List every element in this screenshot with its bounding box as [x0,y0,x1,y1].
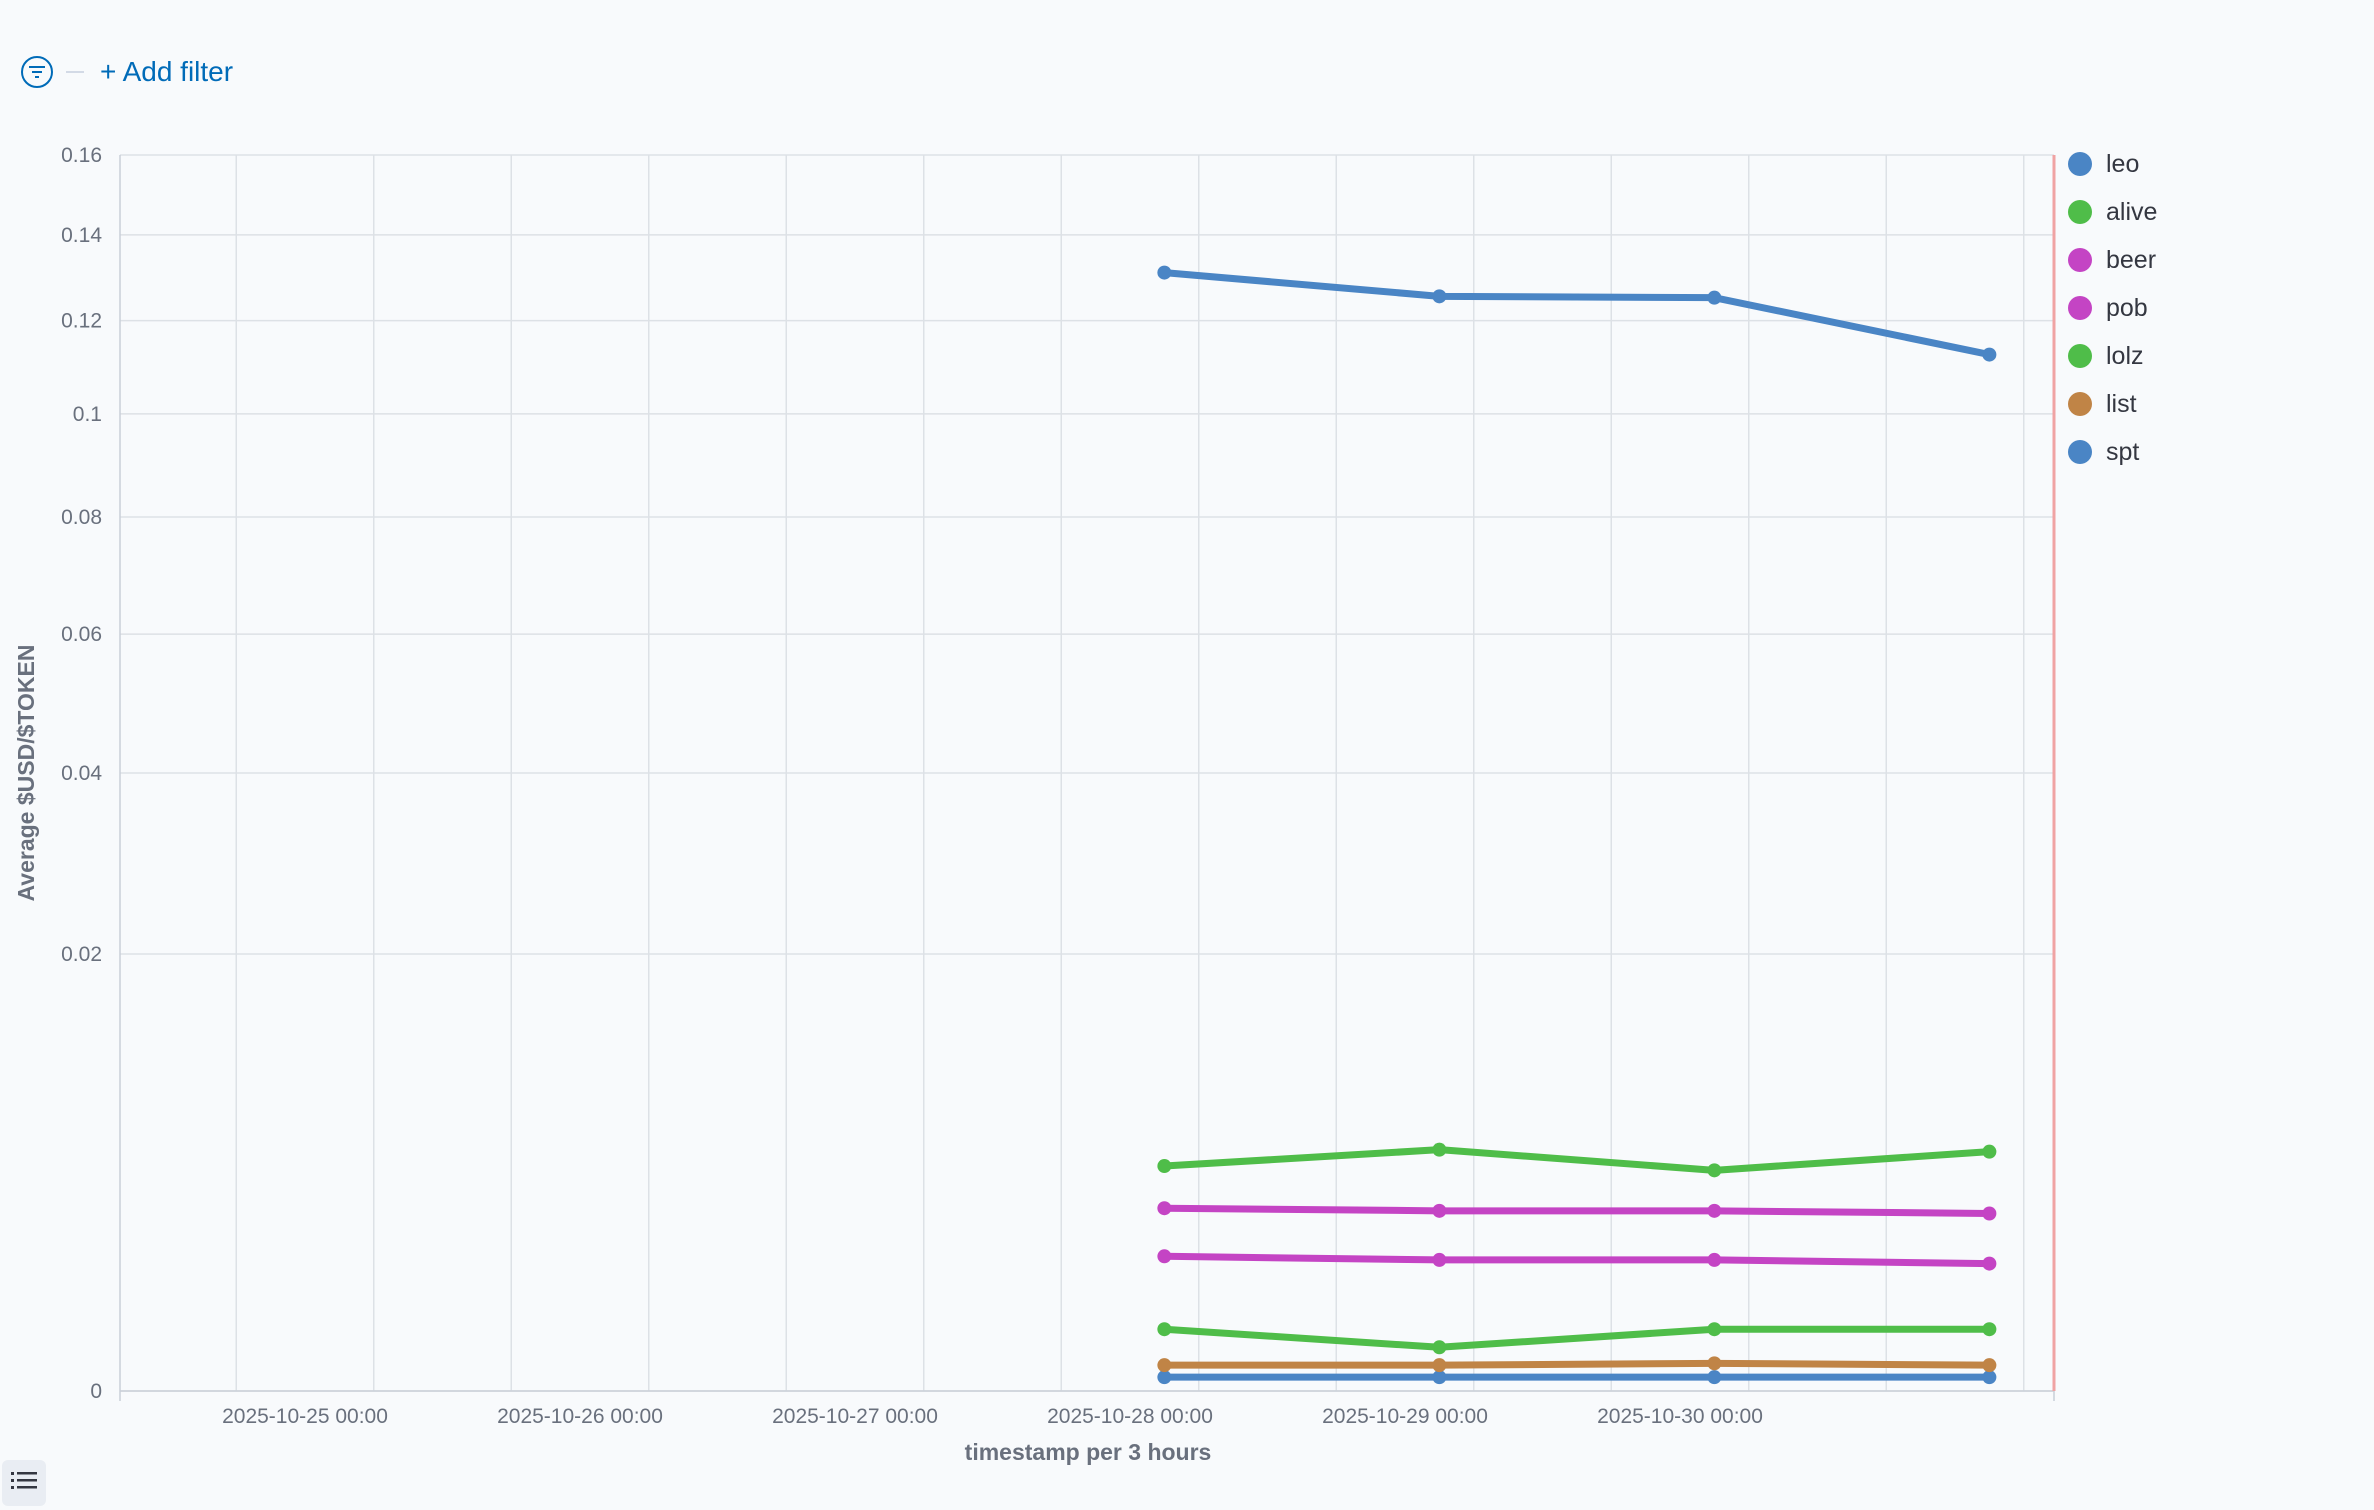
legend-item-list[interactable]: list [2068,380,2157,428]
data-point-lolz [1707,1322,1722,1337]
y-tick-label: 0.1 [73,403,102,426]
series-leo [1157,265,1997,362]
legend-label: alive [2106,197,2158,226]
data-point-pob [1157,1249,1172,1264]
legend-item-pob[interactable]: pob [2068,284,2157,332]
data-point-leo [1157,265,1172,280]
legend-swatch [2068,200,2092,224]
data-point-alive [1707,1163,1722,1178]
data-point-lolz [1157,1322,1172,1337]
data-point-list [1432,1358,1447,1373]
series-lolz [1157,1322,1997,1355]
y-tick-label: 0 [90,1380,102,1403]
data-point-pob [1432,1252,1447,1267]
series-line-beer [1160,1204,1993,1217]
legend-label: spt [2106,437,2140,466]
legend-swatch [2068,152,2092,176]
data-point-pob [1982,1256,1997,1271]
series-line-pob [1160,1252,1993,1268]
data-point-beer [1707,1203,1722,1218]
list-icon [11,1470,37,1497]
data-point-alive [1432,1142,1447,1157]
legend-label: lolz [2106,341,2144,370]
y-axis-title: Average $USD/$TOKEN [13,645,39,902]
legend-label: list [2106,389,2137,418]
data-point-list [1157,1358,1172,1373]
y-tick-label: 0.08 [61,506,102,529]
x-tick-label: 2025-10-26 00:00 [497,1405,663,1428]
data-point-spt [1157,1370,1172,1385]
data-point-leo [1432,289,1447,304]
data-point-spt [1707,1370,1722,1385]
data-point-lolz [1982,1322,1997,1337]
series-line-lolz [1160,1325,1993,1351]
legend-label: pob [2106,293,2148,322]
x-tick-label: 2025-10-28 00:00 [1047,1405,1213,1428]
legend-label: leo [2106,149,2140,178]
legend-swatch [2068,344,2092,368]
data-point-lolz [1432,1340,1447,1355]
legend-swatch [2068,392,2092,416]
x-tick-label: 2025-10-30 00:00 [1597,1405,1763,1428]
legend-item-leo[interactable]: leo [2068,140,2157,188]
data-point-list [1707,1356,1722,1371]
filter-icon[interactable] [20,55,54,89]
y-tick-label: 0.14 [61,224,102,247]
legend-label: beer [2106,245,2157,274]
legend-swatch [2068,296,2092,320]
data-point-spt [1982,1370,1997,1385]
legend-item-alive[interactable]: alive [2068,188,2157,236]
y-tick-label: 0.02 [61,943,102,966]
data-point-spt [1432,1370,1447,1385]
y-tick-label: 0.12 [61,310,102,333]
series-beer [1157,1201,1997,1221]
filter-bar: + Add filter [20,50,233,94]
series-line-alive [1160,1146,1993,1174]
axes: 0 0.02 0.04 0.06 0.08 0.1 0.12 0.14 0.16 2025-10-… [61,144,2056,1428]
y-tick-label: 0.06 [61,623,102,646]
grid [120,154,2054,1392]
data-point-beer [1982,1206,1997,1221]
filter-separator [66,71,84,73]
series-alive [1157,1142,1997,1178]
x-tick-label: 2025-10-27 00:00 [772,1405,938,1428]
data-point-leo [1982,347,1997,362]
legend-item-lolz[interactable]: lolz [2068,332,2157,380]
legend-item-spt[interactable]: spt [2068,428,2157,476]
x-tick-label: 2025-10-29 00:00 [1322,1405,1488,1428]
legend-swatch [2068,440,2092,464]
legend-swatch [2068,248,2092,272]
data-point-alive [1157,1159,1172,1174]
legend-item-beer[interactable]: beer [2068,236,2157,284]
data-point-list [1982,1358,1997,1373]
data-point-pob [1707,1252,1722,1267]
series-pob [1157,1249,1997,1271]
legend-toggle-button[interactable] [2,1460,46,1506]
series [1157,265,1997,1385]
y-tick-label: 0.04 [61,762,102,785]
data-point-leo [1707,290,1722,305]
chart-legend: leo alive beer pob lolz list spt [2068,140,2157,476]
add-filter-button[interactable]: + Add filter [100,56,234,87]
series-line-leo [1160,269,1993,359]
x-tick-label: 2025-10-25 00:00 [222,1405,388,1428]
data-point-alive [1982,1144,1997,1159]
series-spt [1157,1370,1997,1385]
series-list [1157,1356,1997,1373]
y-tick-label: 0.16 [61,144,102,167]
series-line-list [1160,1359,1993,1369]
data-point-beer [1157,1201,1172,1216]
x-axis-title: timestamp per 3 hours [965,1439,1212,1465]
data-point-beer [1432,1203,1447,1218]
